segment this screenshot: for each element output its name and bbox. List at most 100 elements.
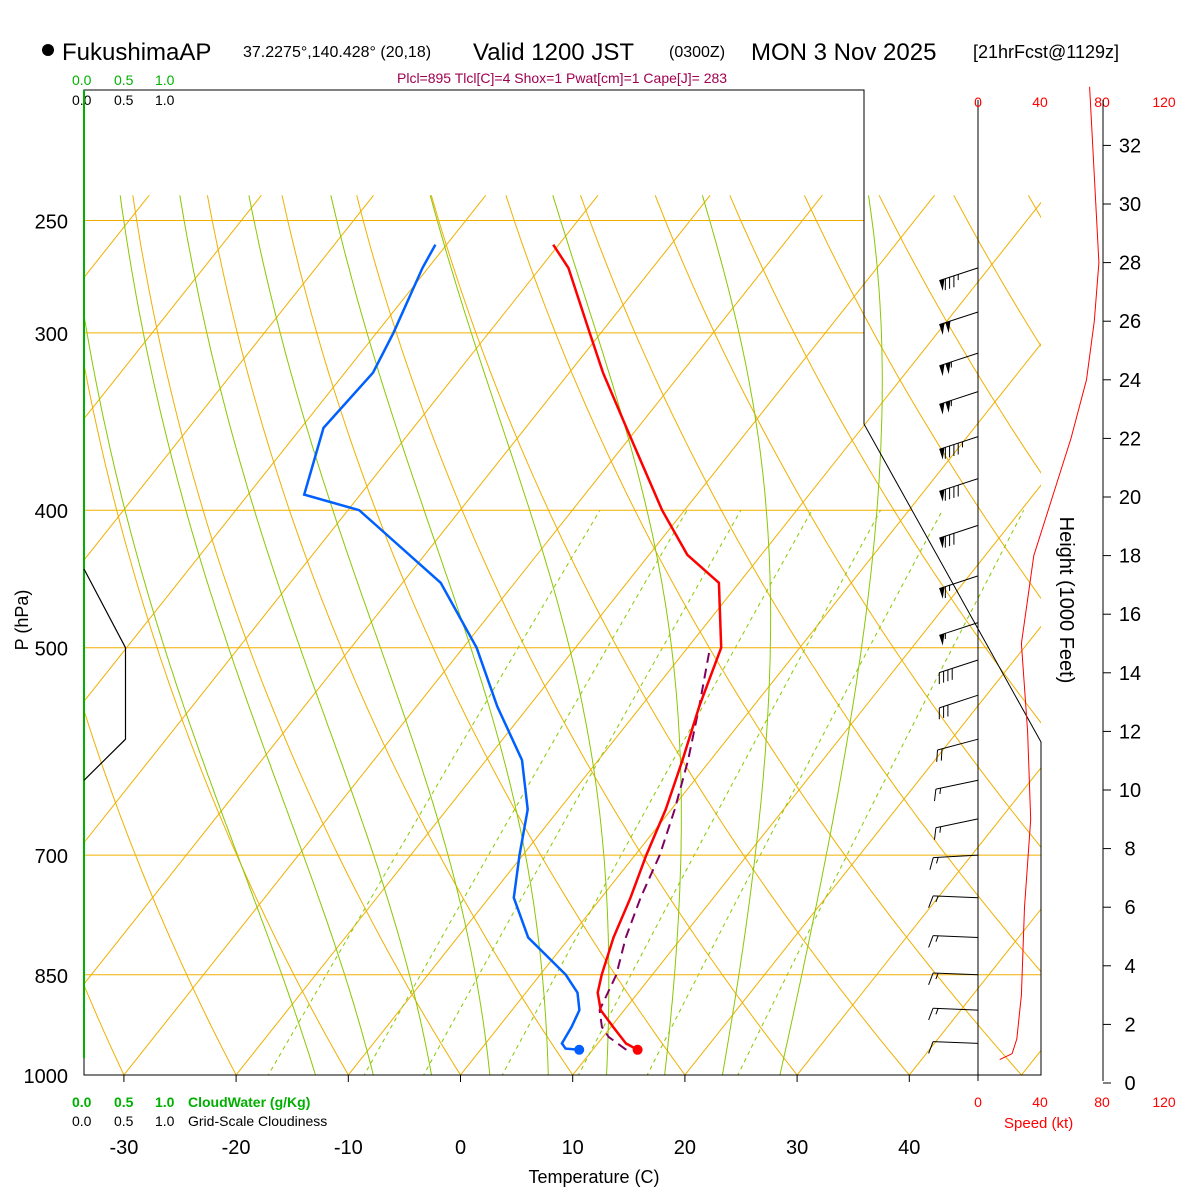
temperature-tick-label: -20 <box>222 1137 251 1159</box>
pressure-axis-labels: 1000 850 700 500 400 300 250 <box>24 212 69 1089</box>
height-tick-label: 10 <box>1119 780 1141 802</box>
mixing-ratio-line <box>737 509 1025 1075</box>
wind-barb-shaft <box>939 311 979 326</box>
moist-adiabat-line <box>84 311 317 1075</box>
wind-barb-shaft <box>939 694 979 709</box>
dewpoint-line <box>302 244 581 1052</box>
mixing-ratio-label: 20 <box>719 1089 741 1111</box>
dry-adiabat-line <box>505 195 1023 1075</box>
height-tick-label: 0 <box>1124 1073 1135 1095</box>
isotherm-line <box>459 343 1041 1075</box>
speed-tick-label-bottom: 120 <box>1152 1094 1176 1110</box>
mixing-ratio-line <box>267 509 601 1075</box>
wind-barb-flag <box>939 586 945 599</box>
wind-barb-half-feather <box>935 935 939 942</box>
temperature-tick-label: 30 <box>786 1137 808 1159</box>
stability-indices: Plcl=895 Tlcl[C]=4 Shox=1 Pwat[cm]=1 Cap… <box>397 70 727 86</box>
top-cloudwater-scale: 0.0 0.5 1.0 <box>72 72 175 88</box>
cloudwater-label: CloudWater (g/Kg) <box>188 1094 310 1110</box>
mixing-ratio-line <box>363 509 688 1075</box>
dry-adiabat-line <box>84 983 125 1075</box>
isotherm-line <box>1020 1049 1041 1075</box>
mixing-ratio-label: 3 <box>404 1095 421 1111</box>
pressure-tick-label: 1000 <box>24 1066 69 1088</box>
temperature-tick-label: 40 <box>898 1137 920 1159</box>
wind-barb-shaft <box>933 895 979 899</box>
isotherm-line <box>347 201 1041 1075</box>
y-axis-label: P (hPa) <box>12 590 32 651</box>
mixing-ratio-line <box>423 509 742 1075</box>
wind-barb-flag <box>945 321 951 333</box>
top-cl-tick: 0.0 <box>72 92 92 108</box>
wind-barb-shaft <box>939 352 979 367</box>
top-cw-tick: 1.0 <box>155 72 175 88</box>
wind-speed-line <box>999 86 1100 1061</box>
dry-adiabat-line <box>430 195 910 1075</box>
isotherm-line <box>796 767 1041 1075</box>
isotherm-line <box>84 195 599 844</box>
isotherm-line <box>84 195 262 420</box>
wind-barb-half-feather <box>935 1008 939 1015</box>
speed-tick-label-top: 0 <box>974 94 982 110</box>
height-tick-label: 2 <box>1124 1014 1135 1036</box>
dry-adiabat-line <box>1178 195 1200 1105</box>
wind-barb-shaft <box>939 391 979 405</box>
dry-adiabat-line <box>84 361 349 1075</box>
parcel-trajectory-line <box>598 647 711 1051</box>
dry-adiabat-line <box>281 195 686 1075</box>
cw-tick: 0.5 <box>114 1094 134 1110</box>
mixing-ratio-lines: 1 2 3 5 8 12 20 <box>267 509 1025 1111</box>
x-axis-label: Temperature (C) <box>528 1167 659 1187</box>
wind-barbs <box>928 267 979 1054</box>
speed-tick-label-top: 120 <box>1152 94 1176 110</box>
top-cloudiness-scale: 0.0 0.5 1.0 <box>72 92 175 108</box>
height-tick-label: 6 <box>1124 897 1135 919</box>
wind-barb-shaft <box>939 524 979 539</box>
dry-adiabats <box>84 195 1200 1105</box>
cl-tick: 0.5 <box>114 1113 134 1129</box>
isotherm-line <box>84 195 374 561</box>
height-tick-label: 26 <box>1119 311 1141 333</box>
dry-adiabat-line <box>803 195 1041 600</box>
mixing-ratio-line <box>501 509 813 1075</box>
temperature-line <box>552 244 723 1051</box>
dry-adiabat-line <box>356 195 798 1075</box>
valid-date: MON 3 Nov 2025 <box>751 39 936 66</box>
height-tick-label: 28 <box>1119 253 1141 275</box>
dry-adiabat-line <box>1103 195 1200 1105</box>
wind-barb-shaft <box>939 622 979 636</box>
wind-barb-flag <box>945 400 951 413</box>
wind-barb-shaft <box>939 659 979 674</box>
wind-barb-feather <box>928 895 934 908</box>
wind-barb-half-feather <box>935 973 939 980</box>
height-tick-label: 32 <box>1119 135 1141 157</box>
dry-adiabat-line <box>84 708 237 1075</box>
pressure-tick-label: 400 <box>35 501 68 523</box>
isotherm-line <box>84 195 711 985</box>
wind-barb-feather <box>928 972 934 985</box>
wind-barb-half-feather <box>939 826 942 833</box>
wind-barb-flag <box>939 536 945 549</box>
bottom-cloudiness-scale: 0.0 0.5 1.0 Grid-Scale Cloudiness <box>72 1113 327 1129</box>
moist-adiabat-line <box>429 195 610 1075</box>
dry-adiabat-line <box>878 195 1041 474</box>
wind-barb-feather <box>940 748 943 761</box>
dry-adiabat-line <box>654 195 1041 849</box>
dry-adiabat-line <box>206 195 574 1075</box>
moist-adiabat-line <box>330 195 549 1075</box>
cl-tick: 1.0 <box>155 1113 175 1129</box>
wind-barb-half-feather <box>935 895 939 903</box>
pressure-tick-label: 700 <box>35 846 68 868</box>
height-tick-label: 4 <box>1124 956 1135 978</box>
speed-tick-label-bottom: 40 <box>1032 1094 1048 1110</box>
wind-barb-feather <box>934 789 937 802</box>
temperature-tick-label: -10 <box>334 1137 363 1159</box>
wind-barb-feather <box>928 935 934 948</box>
isotherm-line <box>235 195 935 1075</box>
moist-adiabat-line <box>552 195 682 1075</box>
wind-barb-flag <box>945 362 951 375</box>
cw-tick: 1.0 <box>155 1094 175 1110</box>
wind-barb-shaft <box>933 972 979 976</box>
height-tick-label: 18 <box>1119 546 1141 568</box>
height-label: Height (1000 Feet) <box>1055 517 1077 684</box>
